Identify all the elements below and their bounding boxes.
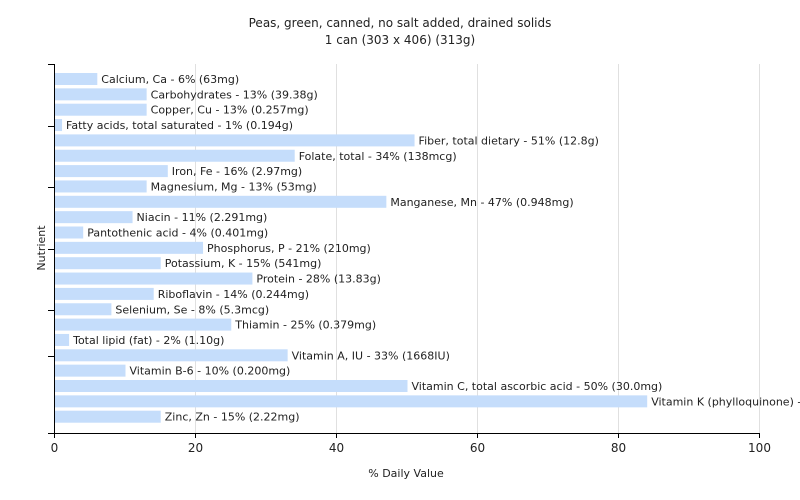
bar — [55, 287, 154, 300]
bar-label: Zinc, Zn - 15% (2.22mg) — [165, 411, 300, 424]
bar — [55, 410, 161, 423]
bar — [55, 395, 648, 408]
bar-label: Vitamin C, total ascorbic acid - 50% (30… — [412, 380, 663, 393]
bar-label: Copper, Cu - 13% (0.257mg) — [151, 104, 309, 117]
x-axis-title: % Daily Value — [368, 467, 444, 480]
chart-title: Peas, green, canned, no salt added, drai… — [249, 16, 552, 30]
bar-label: Calcium, Ca - 6% (63mg) — [101, 73, 239, 86]
bar — [55, 195, 387, 208]
bar — [55, 333, 70, 346]
x-tick-label: 0 — [51, 441, 59, 455]
bar — [55, 349, 288, 362]
bar-label: Selenium, Se - 8% (5.3mcg) — [115, 303, 269, 316]
bar — [55, 303, 112, 316]
bar — [55, 380, 408, 392]
bar — [55, 134, 415, 147]
bar — [55, 241, 204, 254]
bar — [55, 103, 147, 116]
bar-label: Total lipid (fat) - 2% (1.10g) — [72, 334, 224, 347]
bar-label: Vitamin A, IU - 33% (1668IU) — [292, 349, 450, 362]
x-tick-label: 20 — [188, 441, 203, 455]
bar-label: Potassium, K - 15% (541mg) — [165, 257, 322, 270]
x-tick-label: 100 — [748, 441, 771, 455]
bar-label: Pantothenic acid - 4% (0.401mg) — [87, 227, 268, 240]
bar — [55, 272, 253, 285]
bars: Calcium, Ca - 6% (63mg) Carbohydrates - 1… — [55, 73, 800, 424]
bar-label: Fatty acids, total saturated - 1% (0.194… — [66, 119, 293, 132]
bar — [55, 257, 161, 270]
bar-label: Folate, total - 34% (138mcg) — [299, 150, 457, 163]
bar — [55, 318, 232, 331]
axes: 0 20 40 60 80 100 — [48, 64, 771, 455]
bar — [55, 226, 84, 239]
bar-label: Thiamin - 25% (0.379mg) — [234, 319, 376, 332]
bar — [55, 149, 295, 162]
bar-label: Vitamin B-6 - 10% (0.200mg) — [130, 365, 291, 378]
x-tick-label: 80 — [611, 441, 626, 455]
bar — [55, 364, 126, 377]
grid-lines — [195, 64, 760, 433]
x-tick-label: 40 — [329, 441, 344, 455]
bar — [55, 180, 147, 193]
bar-label: Iron, Fe - 16% (2.97mg) — [172, 165, 302, 178]
chart-subtitle: 1 can (303 x 406) (313g) — [325, 33, 475, 47]
bar — [55, 88, 147, 101]
bar-label: Fiber, total dietary - 51% (12.8g) — [419, 134, 599, 147]
bar-label: Magnesium, Mg - 13% (53mg) — [151, 180, 317, 193]
bar — [55, 211, 133, 224]
bar-label: Phosphorus, P - 21% (210mg) — [207, 242, 371, 255]
bar-label: Manganese, Mn - 47% (0.948mg) — [390, 196, 573, 209]
bar — [55, 119, 63, 132]
bar-label: Vitamin K (phylloquinone) - 84% (67.0mcg… — [651, 395, 800, 408]
bar-label: Riboflavin - 14% (0.244mg) — [158, 288, 309, 301]
bar — [55, 165, 168, 178]
y-axis-title: Nutrient — [35, 225, 48, 271]
x-tick-label: 60 — [470, 441, 485, 455]
bar — [55, 73, 98, 85]
bar-label: Protein - 28% (13.83g) — [256, 273, 381, 286]
bar-label: Niacin - 11% (2.291mg) — [137, 211, 268, 224]
bar-label: Carbohydrates - 13% (39.38g) — [151, 88, 318, 101]
